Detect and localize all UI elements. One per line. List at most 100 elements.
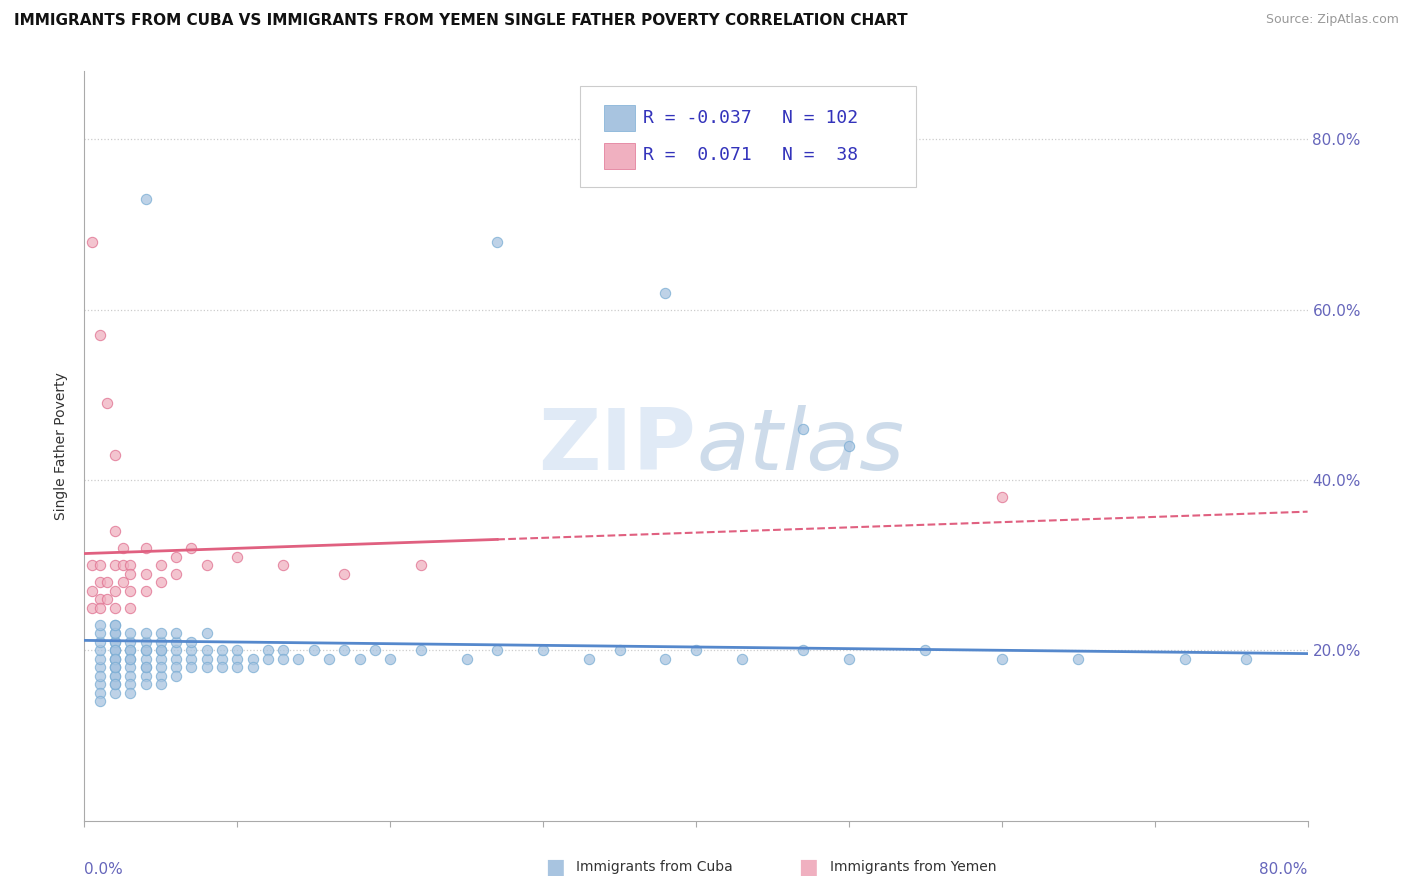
- Point: [838, 439, 860, 453]
- Point: [165, 669, 187, 683]
- Point: [165, 635, 187, 649]
- Point: [120, 583, 142, 598]
- Text: 80.0%: 80.0%: [1260, 862, 1308, 877]
- Point: [211, 660, 233, 674]
- Point: [318, 652, 340, 666]
- Point: [104, 660, 127, 674]
- Point: [792, 422, 814, 436]
- Point: [120, 660, 142, 674]
- Point: [165, 549, 187, 564]
- Point: [104, 652, 127, 666]
- Point: [226, 643, 249, 657]
- Point: [991, 490, 1014, 504]
- Point: [242, 660, 264, 674]
- Point: [1174, 652, 1197, 666]
- Text: ■: ■: [799, 857, 818, 877]
- Point: [149, 677, 172, 691]
- Point: [104, 635, 127, 649]
- Point: [333, 643, 356, 657]
- Point: [96, 575, 118, 590]
- Text: N =  38: N = 38: [782, 146, 858, 164]
- Point: [111, 575, 134, 590]
- Point: [120, 558, 142, 573]
- Point: [104, 617, 127, 632]
- Point: [80, 600, 103, 615]
- Point: [89, 558, 111, 573]
- Point: [120, 600, 142, 615]
- Point: [685, 643, 707, 657]
- Point: [120, 652, 142, 666]
- Text: ■: ■: [546, 857, 565, 877]
- Point: [104, 617, 127, 632]
- Point: [578, 652, 600, 666]
- Point: [456, 652, 478, 666]
- Point: [165, 643, 187, 657]
- Point: [792, 643, 814, 657]
- Point: [104, 626, 127, 640]
- Point: [211, 652, 233, 666]
- Point: [89, 686, 111, 700]
- Point: [104, 600, 127, 615]
- Text: N = 102: N = 102: [782, 109, 858, 127]
- Point: [287, 652, 309, 666]
- Point: [135, 660, 157, 674]
- Point: [226, 549, 249, 564]
- Point: [195, 626, 218, 640]
- Point: [135, 643, 157, 657]
- Point: [89, 669, 111, 683]
- Point: [149, 575, 172, 590]
- Point: [89, 592, 111, 607]
- Point: [104, 524, 127, 538]
- Point: [120, 635, 142, 649]
- Point: [257, 643, 280, 657]
- Point: [89, 626, 111, 640]
- Point: [104, 635, 127, 649]
- Point: [111, 558, 134, 573]
- Point: [838, 652, 860, 666]
- Point: [914, 643, 936, 657]
- Point: [89, 660, 111, 674]
- Point: [120, 677, 142, 691]
- Point: [104, 643, 127, 657]
- Point: [120, 643, 142, 657]
- Point: [654, 285, 676, 300]
- Point: [104, 686, 127, 700]
- Point: [149, 635, 172, 649]
- Point: [271, 643, 294, 657]
- Point: [195, 558, 218, 573]
- Point: [135, 192, 157, 206]
- Point: [80, 558, 103, 573]
- Point: [104, 669, 127, 683]
- Point: [165, 626, 187, 640]
- Point: [89, 600, 111, 615]
- Point: [104, 448, 127, 462]
- Point: [104, 558, 127, 573]
- Point: [89, 575, 111, 590]
- Y-axis label: Single Father Poverty: Single Father Poverty: [55, 372, 69, 520]
- Point: [89, 328, 111, 343]
- Point: [180, 660, 202, 674]
- Point: [104, 660, 127, 674]
- Point: [165, 566, 187, 581]
- Point: [96, 592, 118, 607]
- Point: [1067, 652, 1090, 666]
- Point: [149, 643, 172, 657]
- Point: [120, 643, 142, 657]
- Point: [104, 660, 127, 674]
- Point: [149, 652, 172, 666]
- Point: [135, 541, 157, 556]
- Point: [349, 652, 371, 666]
- Text: 0.0%: 0.0%: [84, 862, 124, 877]
- Bar: [605, 143, 636, 169]
- Point: [409, 643, 432, 657]
- Point: [89, 677, 111, 691]
- Point: [104, 643, 127, 657]
- Point: [165, 652, 187, 666]
- Point: [89, 652, 111, 666]
- Text: R = -0.037: R = -0.037: [644, 109, 752, 127]
- Point: [104, 652, 127, 666]
- Point: [149, 643, 172, 657]
- Point: [364, 643, 387, 657]
- Point: [149, 558, 172, 573]
- Text: Immigrants from Cuba: Immigrants from Cuba: [576, 860, 733, 874]
